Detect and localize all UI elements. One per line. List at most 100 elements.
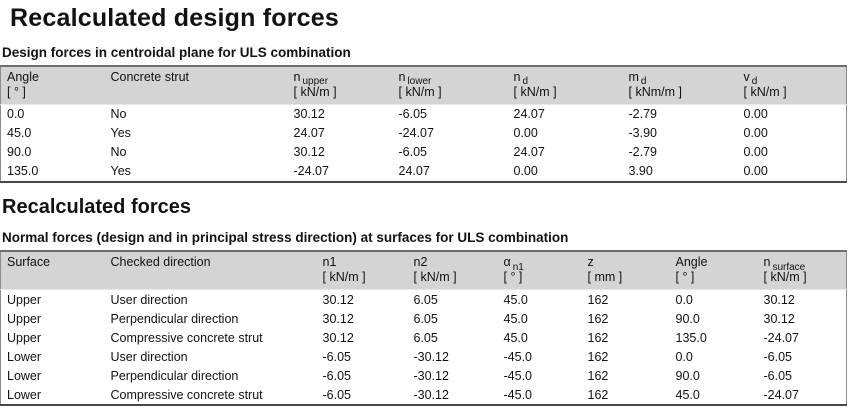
table-cell: 90.0 bbox=[675, 368, 700, 383]
table-cell: 0.00 bbox=[743, 126, 768, 141]
table-cell: No bbox=[110, 145, 127, 160]
table-cell: 162 bbox=[587, 349, 609, 364]
column-header-alpha-n1: α n1 [ ° ] bbox=[497, 251, 582, 291]
column-base: n bbox=[763, 255, 771, 270]
column-header-angle: Angle [ ° ] bbox=[0, 65, 105, 105]
column-sub: surface bbox=[772, 261, 806, 273]
column-base: m bbox=[628, 69, 639, 84]
table-cell: -2.79 bbox=[628, 145, 658, 160]
column-header-n-surface: n surface [ kN/m ] bbox=[757, 251, 847, 291]
table-cell: -2.79 bbox=[628, 107, 658, 122]
table-cell: Lower bbox=[7, 349, 42, 364]
column-unit: [ mm ] bbox=[587, 270, 623, 285]
table-cell: 3.90 bbox=[628, 164, 653, 179]
column-header-concrete-strut: Concrete strut bbox=[104, 65, 288, 105]
column-base: Concrete strut bbox=[110, 69, 190, 84]
column-header-n-lower: n lower [ kN/m ] bbox=[392, 65, 508, 105]
table-cell: -24.07 bbox=[763, 330, 799, 345]
column-header-n2: n2 [ kN/m ] bbox=[407, 251, 498, 291]
table-row: Lower Compressive concrete strut -6.05 -30.… bbox=[1, 385, 847, 405]
table-cell: 0.00 bbox=[743, 145, 768, 160]
table-cell: -45.0 bbox=[503, 387, 533, 402]
table-cell: -6.05 bbox=[322, 349, 352, 364]
table-cell: -24.07 bbox=[293, 164, 329, 179]
design-forces-table: Angle [ ° ] Concrete strut n upper [ kN/m… bbox=[0, 64, 847, 183]
table-row: 90.0 No 30.12 -6.05 24.07 -2.79 0.00 bbox=[1, 143, 847, 162]
table-cell: -6.05 bbox=[398, 145, 428, 160]
table-cell: 24.07 bbox=[513, 145, 545, 160]
column-sub: d bbox=[522, 76, 529, 88]
table-cell: 0.0 bbox=[675, 292, 693, 307]
table-cell: -24.07 bbox=[398, 126, 434, 141]
column-base: Angle bbox=[7, 69, 39, 84]
table-cell: 162 bbox=[587, 292, 609, 307]
normal-forces-table: Surface Checked direction n1 [ kN/m ] n2… bbox=[0, 250, 847, 407]
column-sub: d bbox=[640, 76, 647, 88]
table-cell: Compressive concrete strut bbox=[110, 330, 263, 345]
table-row: 0.0 No 30.12 -6.05 24.07 -2.79 0.00 bbox=[1, 104, 847, 124]
column-sub: n1 bbox=[512, 261, 524, 273]
table-row: Upper Compressive concrete strut 30.12 6.05… bbox=[1, 328, 847, 347]
table-cell: 30.12 bbox=[322, 292, 354, 307]
table-cell: -30.12 bbox=[413, 368, 449, 383]
page-title: Recalculated design forces bbox=[10, 4, 339, 32]
header-row: Angle [ ° ] Concrete strut n upper [ kN/m… bbox=[0, 65, 847, 105]
table-cell: Perpendicular direction bbox=[110, 311, 239, 326]
table2-subtitle: Normal forces (design and in principal s… bbox=[2, 229, 569, 245]
table-row: Upper Perpendicular direction 30.12 6.05 45.… bbox=[1, 309, 847, 328]
table-cell: -45.0 bbox=[503, 349, 533, 364]
column-header-angle: Angle [ ° ] bbox=[669, 251, 758, 291]
table-cell: 30.12 bbox=[293, 107, 325, 122]
column-unit: [ ° ] bbox=[675, 270, 695, 285]
table-cell: 0.00 bbox=[743, 107, 768, 122]
table-cell: 0.00 bbox=[743, 164, 768, 179]
column-sub: lower bbox=[407, 76, 432, 88]
table-cell: 45.0 bbox=[7, 126, 32, 141]
header-row: Surface Checked direction n1 [ kN/m ] n2… bbox=[0, 251, 847, 291]
table-cell: -30.12 bbox=[413, 349, 449, 364]
column-unit: [ kN/m ] bbox=[513, 84, 557, 99]
column-sub: d bbox=[751, 76, 758, 88]
table-cell: 45.0 bbox=[675, 387, 700, 402]
column-header-n1: n1 [ kN/m ] bbox=[316, 251, 408, 291]
table-cell: Lower bbox=[7, 387, 42, 402]
table-row: Lower Perpendicular direction -6.05 -30.12 -… bbox=[1, 366, 847, 385]
table-cell: -24.07 bbox=[763, 387, 799, 402]
table-cell: Upper bbox=[7, 311, 42, 326]
column-unit: [ kN/m ] bbox=[743, 84, 787, 99]
table-cell: 90.0 bbox=[675, 311, 700, 326]
column-base: Angle bbox=[675, 255, 708, 270]
column-unit: [ kN/m ] bbox=[763, 270, 807, 285]
table-cell: 162 bbox=[587, 368, 609, 383]
column-unit bbox=[111, 85, 288, 100]
table-cell: -6.05 bbox=[763, 349, 793, 364]
table-cell: 6.05 bbox=[413, 311, 438, 326]
section-title: Recalculated forces bbox=[2, 195, 191, 218]
column-base: v bbox=[743, 69, 750, 84]
table-cell: 24.07 bbox=[293, 126, 325, 141]
table-cell: Upper bbox=[7, 330, 42, 345]
table-cell: 30.12 bbox=[293, 145, 325, 160]
table-cell: -6.05 bbox=[763, 368, 793, 383]
table-cell: Perpendicular direction bbox=[110, 368, 239, 383]
table-cell: Yes bbox=[110, 164, 131, 179]
column-base: α bbox=[503, 255, 511, 270]
table-cell: -45.0 bbox=[503, 368, 533, 383]
table-cell: 45.0 bbox=[503, 292, 528, 307]
table-cell: -6.05 bbox=[398, 107, 428, 122]
table1-subtitle: Design forces in centroidal plane for UL… bbox=[2, 44, 351, 60]
table-header: Angle [ ° ] Concrete strut n upper [ kN/m… bbox=[0, 65, 847, 105]
column-header-z: z [ mm ] bbox=[581, 251, 670, 291]
table-cell: Yes bbox=[110, 126, 131, 141]
column-base: n bbox=[293, 69, 301, 84]
table-cell: -6.05 bbox=[322, 368, 352, 383]
column-unit: [ kNm/m ] bbox=[628, 84, 682, 99]
table-row: Lower User direction -6.05 -30.12 -45.0 162 0.… bbox=[1, 347, 847, 366]
table-body: Upper User direction 30.12 6.05 45.0 162 0.0 30… bbox=[1, 290, 847, 406]
table-row: 135.0 Yes -24.07 24.07 0.00 3.90 0.00 bbox=[1, 162, 847, 182]
table-row: Upper User direction 30.12 6.05 45.0 162 0.0 30… bbox=[1, 290, 847, 310]
table-cell: 45.0 bbox=[503, 311, 528, 326]
